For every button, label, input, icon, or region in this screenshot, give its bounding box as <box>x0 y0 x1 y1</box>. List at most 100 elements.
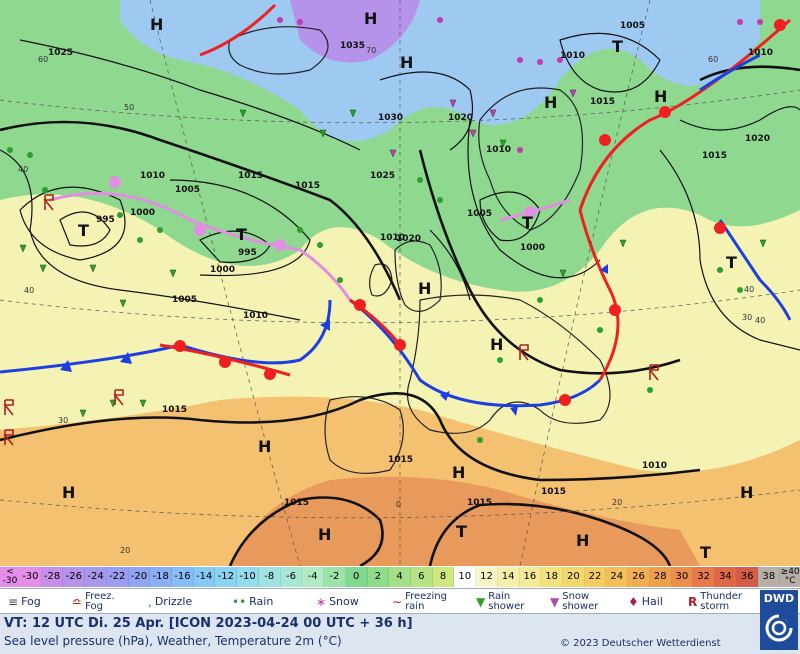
low-pressure-marker: T <box>236 225 247 244</box>
hail-icon: ♦ <box>628 594 639 609</box>
legend-snow-label: Snow <box>329 595 359 608</box>
scale-cell: 12 <box>476 567 498 587</box>
snow-symbols <box>277 17 763 153</box>
scale-cell: -20 <box>128 567 151 587</box>
pressure-label: 1005 <box>620 21 645 31</box>
legend-snow-shower-line1: Snow <box>562 590 590 602</box>
scale-cell: 34 <box>715 567 737 587</box>
high-pressure-marker: H <box>418 279 431 298</box>
scale-cell: 24 <box>606 567 629 587</box>
scale-cell: 8 <box>432 567 455 587</box>
warm-front-arctic <box>199 3 277 57</box>
scale-high-end: ≥40 °C <box>780 567 800 587</box>
temperature-scale: < -30 -30 -28 -26 -24 -22 -20 -18 -16 -14 -12 -10 -8-… <box>0 567 800 587</box>
cold-front-northeast <box>699 53 761 92</box>
weather-legend: ≡ Fog ≏ Freez. Fog ‚ Drizzle •• Rain ∗ Sn… <box>0 588 800 614</box>
scale-cell: -30 <box>20 567 42 587</box>
pressure-centres: H H H H H H H H H H H H H T T T T T T T <box>62 9 753 562</box>
freezing-rain-icon: ∼ <box>392 594 403 609</box>
pressure-label: 1010 <box>748 48 773 58</box>
snow-shower-icon: ▼ <box>550 594 560 609</box>
pressure-label: 1015 <box>284 498 309 508</box>
legend-fog: ≡ Fog <box>8 589 41 614</box>
pressure-label: 1000 <box>210 265 235 275</box>
pressure-label: 1020 <box>396 234 421 244</box>
temperature-label: 40 <box>18 165 28 174</box>
thunderstorm-icon: R <box>688 594 698 609</box>
scale-cell: 28 <box>649 567 672 587</box>
low-pressure-marker: T <box>612 37 623 56</box>
high-pressure-marker: H <box>544 93 557 112</box>
scale-cell: 30 <box>671 567 694 587</box>
dwd-logo-text: DWD <box>763 592 795 605</box>
legend-freezing-rain-line2: rain <box>405 600 425 612</box>
legend-hail: ♦ Hail <box>628 589 663 614</box>
scale-cell: 22 <box>584 567 607 587</box>
legend-snow: ∗ Snow <box>316 589 359 614</box>
scale-cell: 20 <box>562 567 585 587</box>
temperature-label: 20 <box>120 546 130 555</box>
pressure-label: 1015 <box>388 455 413 465</box>
temperature-label: 50 <box>124 103 134 112</box>
high-pressure-marker: H <box>576 531 589 550</box>
map-description: Sea level pressure (hPa), Weather, Tempe… <box>4 634 342 648</box>
legend-snow-shower-line2: shower <box>562 600 599 612</box>
temperature-label: 40 <box>24 286 34 295</box>
coastlines <box>228 26 611 474</box>
pressure-label: 1005 <box>172 295 197 305</box>
high-pressure-marker: H <box>452 463 465 482</box>
dwd-swirl-icon <box>765 614 793 642</box>
pressure-label: 1000 <box>520 243 545 253</box>
scale-cell: -10 <box>237 567 259 587</box>
scale-cell: -24 <box>85 567 107 587</box>
scale-cell: -16 <box>172 567 194 587</box>
pressure-label: 1005 <box>467 209 492 219</box>
legend-fog-label: Fog <box>21 595 41 608</box>
scale-cell: -14 <box>193 567 216 587</box>
pressure-label: 995 <box>96 215 115 225</box>
pressure-label: 1010 <box>380 233 405 243</box>
scale-cell: -6 <box>280 567 303 587</box>
low-pressure-marker: T <box>522 213 533 232</box>
high-pressure-marker: H <box>490 335 503 354</box>
temperature-label: 70 <box>366 46 376 55</box>
occlusion-west <box>49 191 352 301</box>
temperature-label: 30 <box>58 416 68 425</box>
rain-icon: •• <box>232 594 247 609</box>
scale-cell: 38 <box>758 567 781 587</box>
scale-high-end-text: ≥40 <box>780 567 800 577</box>
scale-cell: -28 <box>41 567 64 587</box>
legend-drizzle: ‚ Drizzle <box>148 589 192 614</box>
pressure-label: 1035 <box>340 41 365 51</box>
high-pressure-marker: H <box>318 525 331 544</box>
copyright: © 2023 Deutscher Wetterdienst <box>560 638 721 649</box>
hot-zone <box>230 476 700 566</box>
snow-shower-symbols <box>389 89 577 158</box>
weather-map: 1025 1035 1005 1010 1015 1030 1020 1010 1010 1015… <box>0 0 800 566</box>
scale-cell: 32 <box>693 567 715 587</box>
valid-time: VT: 12 UTC Di. 25 Apr. [ICON 2023-04-24 … <box>4 616 413 631</box>
scale-cell: 2 <box>367 567 390 587</box>
high-pressure-marker: H <box>740 483 753 502</box>
fog-icon: ≡ <box>8 594 19 609</box>
scale-cell: -8 <box>258 567 281 587</box>
pressure-label: 1015 <box>702 151 727 161</box>
high-pressure-marker: H <box>258 437 271 456</box>
dwd-logo: DWD <box>760 590 798 650</box>
pressure-label: 1010 <box>560 51 585 61</box>
cold-front-east <box>718 219 792 321</box>
scale-cell: -4 <box>302 567 325 587</box>
cold-zone <box>120 0 760 142</box>
low-pressure-marker: T <box>726 253 737 272</box>
pressure-label: 995 <box>238 248 257 258</box>
pressure-label: 1015 <box>590 97 615 107</box>
temperature-label: 60 <box>708 55 718 64</box>
scale-cell: 18 <box>541 567 563 587</box>
scale-cell: -2 <box>324 567 346 587</box>
scale-cell: 10 <box>454 567 477 587</box>
scale-cell: 26 <box>628 567 650 587</box>
occlusion-baltic <box>499 198 571 222</box>
graticule <box>0 0 800 566</box>
rain-shower-icon: ▼ <box>476 594 486 609</box>
low-pressure-marker: T <box>78 221 89 240</box>
